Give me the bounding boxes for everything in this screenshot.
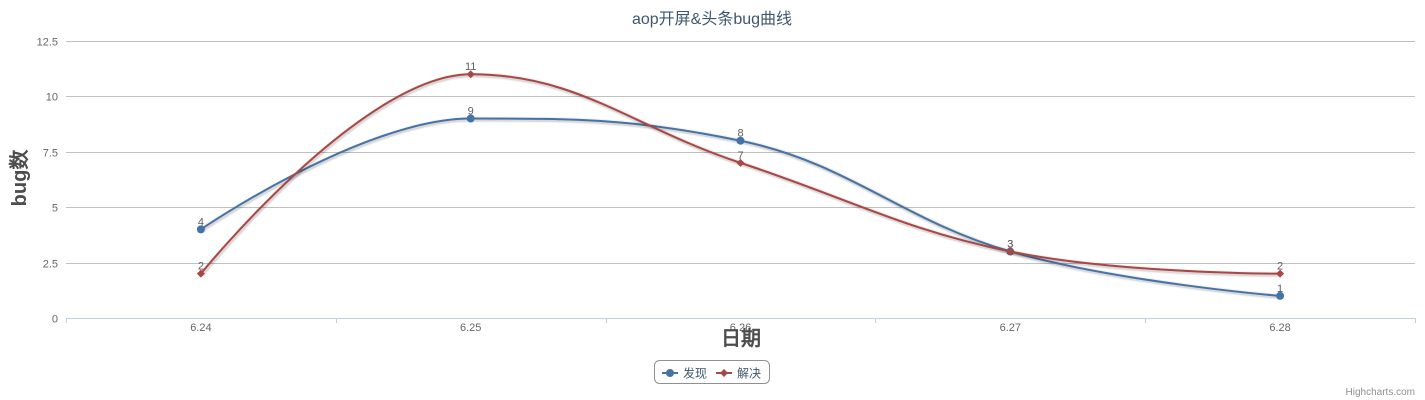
legend-box: [654, 360, 770, 384]
y-tick-label: 12.5: [37, 37, 58, 49]
point-marker-resolved[interactable]: [1006, 247, 1015, 256]
y-tick-label: 0: [52, 314, 58, 326]
point-marker-found[interactable]: [196, 225, 205, 234]
point-marker-found[interactable]: [736, 136, 745, 145]
y-tick-label: 2.5: [43, 259, 58, 271]
x-axis: [66, 318, 1416, 323]
y-tick-label: 5: [52, 203, 58, 215]
y-axis-title: bug数: [7, 149, 31, 207]
data-label-found: 3: [1007, 239, 1013, 251]
series-shadow-resolved: [200, 73, 1282, 277]
series-found[interactable]: [196, 114, 1285, 300]
x-tick-label: 6.25: [460, 322, 481, 334]
series-resolved[interactable]: [196, 70, 1285, 278]
point-marker-resolved[interactable]: [466, 70, 475, 79]
y-tick-label: 10: [46, 92, 58, 104]
legend-label-found: 发现: [683, 366, 707, 381]
legend-item-resolved[interactable]: 解决: [716, 367, 761, 381]
credits-link[interactable]: Highcharts.com: [1346, 387, 1415, 398]
data-label-resolved: 11: [465, 61, 476, 73]
x-axis-title: 日期: [721, 327, 761, 350]
legend-item-found[interactable]: 发现: [662, 366, 707, 381]
point-marker-found[interactable]: [466, 114, 475, 123]
data-label-found: 9: [468, 106, 474, 118]
x-tick-label: 6.28: [1269, 322, 1290, 334]
series-line-resolved[interactable]: [200, 73, 1281, 275]
point-marker-resolved[interactable]: [196, 269, 205, 278]
x-axis-ticks: 6.24 6.25 6.26 6.27 6.28: [190, 322, 1291, 334]
legend[interactable]: 发现 解决: [654, 360, 770, 384]
point-marker-found[interactable]: [1276, 291, 1285, 300]
legend-label-resolved: 解决: [737, 367, 761, 381]
data-label-found: 8: [737, 128, 743, 140]
series-lines: [196, 70, 1285, 300]
y-axis-ticks: 0 2.5 5 7.5 10 12.5: [37, 37, 58, 326]
x-tick-label: 6.26: [730, 322, 751, 334]
data-label-resolved: 3: [1007, 239, 1013, 251]
y-tick-label: 7.5: [43, 148, 58, 160]
x-tick-label: 6.27: [1000, 322, 1021, 334]
data-label-found: 4: [198, 216, 204, 228]
data-label-resolved: 2: [198, 261, 204, 273]
data-label-found: 1: [1277, 283, 1283, 295]
data-label-resolved: 2: [1277, 261, 1283, 273]
data-label-resolved: 7: [737, 150, 743, 162]
x-tick-label: 6.24: [190, 322, 211, 334]
chart-title: aop开屏&头条bug曲线: [632, 10, 792, 28]
grid-lines: [66, 41, 1415, 264]
series-shadow-resolved: [199, 72, 1282, 278]
point-marker-resolved[interactable]: [1276, 269, 1285, 278]
legend-marker-resolved: [720, 369, 728, 377]
legend-marker-found: [666, 369, 674, 377]
point-marker-resolved[interactable]: [736, 158, 745, 167]
